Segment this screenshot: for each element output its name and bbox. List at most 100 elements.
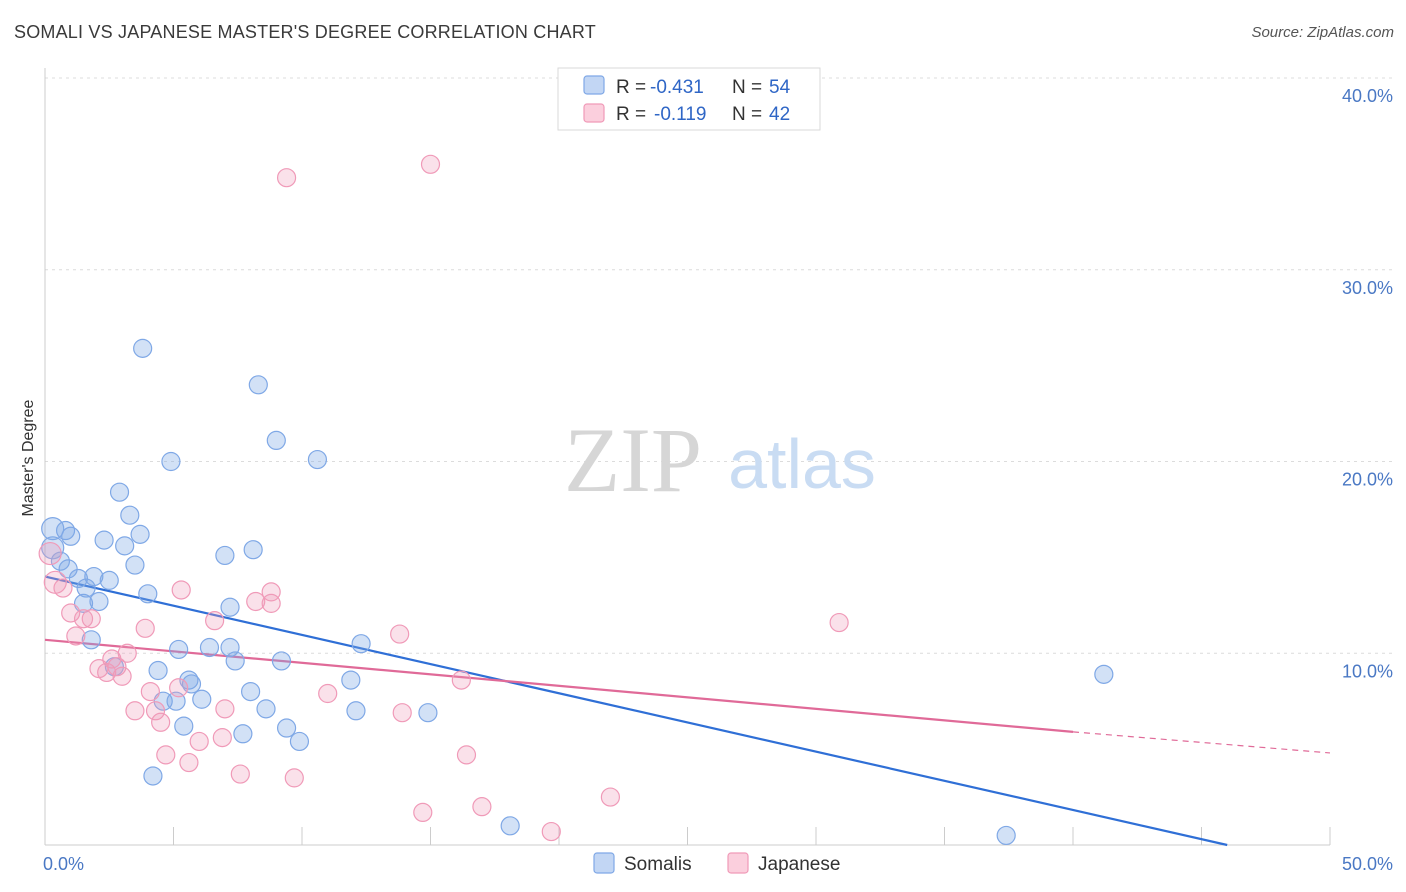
point-somalis-45 (289, 731, 310, 752)
point-japanese-16 (145, 701, 166, 721)
point-japanese-6 (81, 609, 101, 629)
point-somalis-53 (1094, 664, 1114, 684)
point-japanese-38 (456, 745, 477, 765)
point-somalis-4 (58, 559, 78, 579)
point-somalis-21 (138, 584, 158, 604)
series-legend-label-japanese: Japanese (758, 854, 840, 875)
gridlines (45, 77, 1395, 654)
point-somalis-11 (89, 591, 109, 612)
series-legend-swatch-japanese (727, 852, 749, 874)
point-somalis-44 (276, 718, 297, 738)
x-tick-label-1: 50.0% (1342, 854, 1393, 874)
point-somalis-12 (94, 530, 114, 550)
point-japanese-28 (261, 593, 281, 613)
point-japanese-19 (169, 678, 189, 698)
y-tick-label-1: 20.0% (1342, 470, 1393, 490)
point-japanese-42 (829, 612, 849, 633)
point-japanese-39 (472, 797, 492, 817)
point-somalis-9 (81, 630, 101, 650)
x-tick-label-0: 0.0% (43, 854, 84, 874)
legend-r-label-1: R = (616, 77, 646, 98)
point-somalis-42 (266, 430, 286, 451)
watermark-zip: ZIP (564, 409, 702, 511)
point-japanese-26 (230, 764, 250, 784)
point-japanese-25 (215, 699, 235, 719)
legend-box: R = -0.431 N = 54 R = -0.119 N = 42 (557, 67, 821, 131)
point-somalis-38 (241, 681, 261, 702)
y-tick-label-2: 30.0% (1342, 278, 1393, 298)
data-points (38, 154, 1114, 846)
point-somalis-32 (199, 637, 220, 658)
point-somalis-1 (41, 536, 65, 560)
tick-labels: 10.0% 20.0% 30.0% 40.0% 0.0% 50.0% (43, 86, 1393, 874)
point-somalis-5 (61, 526, 81, 546)
point-somalis-40 (248, 375, 268, 395)
point-somalis-19 (130, 524, 150, 544)
point-somalis-43 (271, 651, 292, 671)
point-somalis-18 (125, 555, 145, 575)
point-somalis-10 (84, 566, 104, 587)
point-somalis-36 (225, 651, 245, 671)
chart-title: SOMALI VS JAPANESE MASTER'S DEGREE CORRE… (14, 22, 596, 42)
point-somalis-20 (133, 338, 153, 358)
point-japanese-21 (179, 752, 199, 773)
point-japanese-15 (140, 681, 160, 702)
legend-r-label-2: R = (616, 104, 646, 125)
series-legend: Somalis Japanese (593, 852, 840, 875)
watermark: ZIP atlas (564, 409, 876, 511)
point-japanese-17 (151, 712, 171, 732)
point-japanese-11 (112, 666, 132, 686)
point-japanese-5 (73, 609, 94, 629)
legend-swatch-japanese (583, 103, 605, 123)
point-somalis-27 (169, 639, 189, 660)
point-somalis-49 (351, 634, 371, 654)
legend-r-value-1: -0.431 (650, 77, 704, 98)
point-somalis-17 (120, 505, 140, 525)
point-somalis-37 (233, 724, 253, 744)
point-japanese-22 (189, 731, 209, 752)
point-somalis-47 (341, 670, 361, 690)
point-somalis-41 (256, 699, 276, 719)
point-japanese-33 (390, 624, 410, 644)
legend-n-label-2: N = (732, 104, 762, 125)
point-japanese-31 (318, 683, 338, 704)
point-somalis-50 (418, 703, 438, 723)
point-somalis-51 (500, 816, 520, 836)
point-somalis-15 (109, 482, 130, 502)
point-japanese-10 (107, 657, 127, 677)
point-somalis-6 (68, 568, 89, 589)
trend-lines (44, 575, 1331, 847)
source-credit: Source: ZipAtlas.com (1251, 24, 1394, 41)
series-legend-swatch-somalis (593, 852, 615, 874)
point-somalis-34 (220, 597, 240, 617)
point-somalis-48 (346, 701, 366, 721)
point-japanese-40 (541, 821, 561, 842)
point-japanese-36 (420, 154, 441, 174)
point-somalis-33 (215, 545, 235, 566)
point-japanese-13 (125, 701, 145, 721)
point-somalis-2 (50, 551, 71, 571)
trend-line-somalis (44, 575, 1228, 847)
point-somalis-7 (73, 593, 94, 613)
legend-swatch-somalis (583, 75, 605, 95)
point-somalis-28 (174, 716, 194, 736)
watermark-atlas: atlas (728, 425, 876, 503)
legend-n-value-1: 54 (769, 77, 791, 98)
point-japanese-18 (156, 745, 176, 765)
legend-n-label-1: N = (732, 77, 762, 98)
point-japanese-35 (413, 802, 433, 823)
point-japanese-41 (600, 787, 621, 807)
point-somalis-16 (115, 536, 135, 556)
point-japanese-24 (212, 728, 232, 748)
point-japanese-20 (171, 580, 191, 600)
point-japanese-34 (276, 168, 297, 188)
point-somalis-3 (55, 520, 76, 541)
point-japanese-2 (53, 578, 73, 598)
point-somalis-8 (76, 578, 96, 598)
point-somalis-23 (148, 660, 168, 681)
point-somalis-22 (143, 766, 163, 786)
trend-line-japanese (44, 638, 1074, 733)
point-japanese-0 (38, 541, 62, 566)
axes (44, 68, 1331, 846)
